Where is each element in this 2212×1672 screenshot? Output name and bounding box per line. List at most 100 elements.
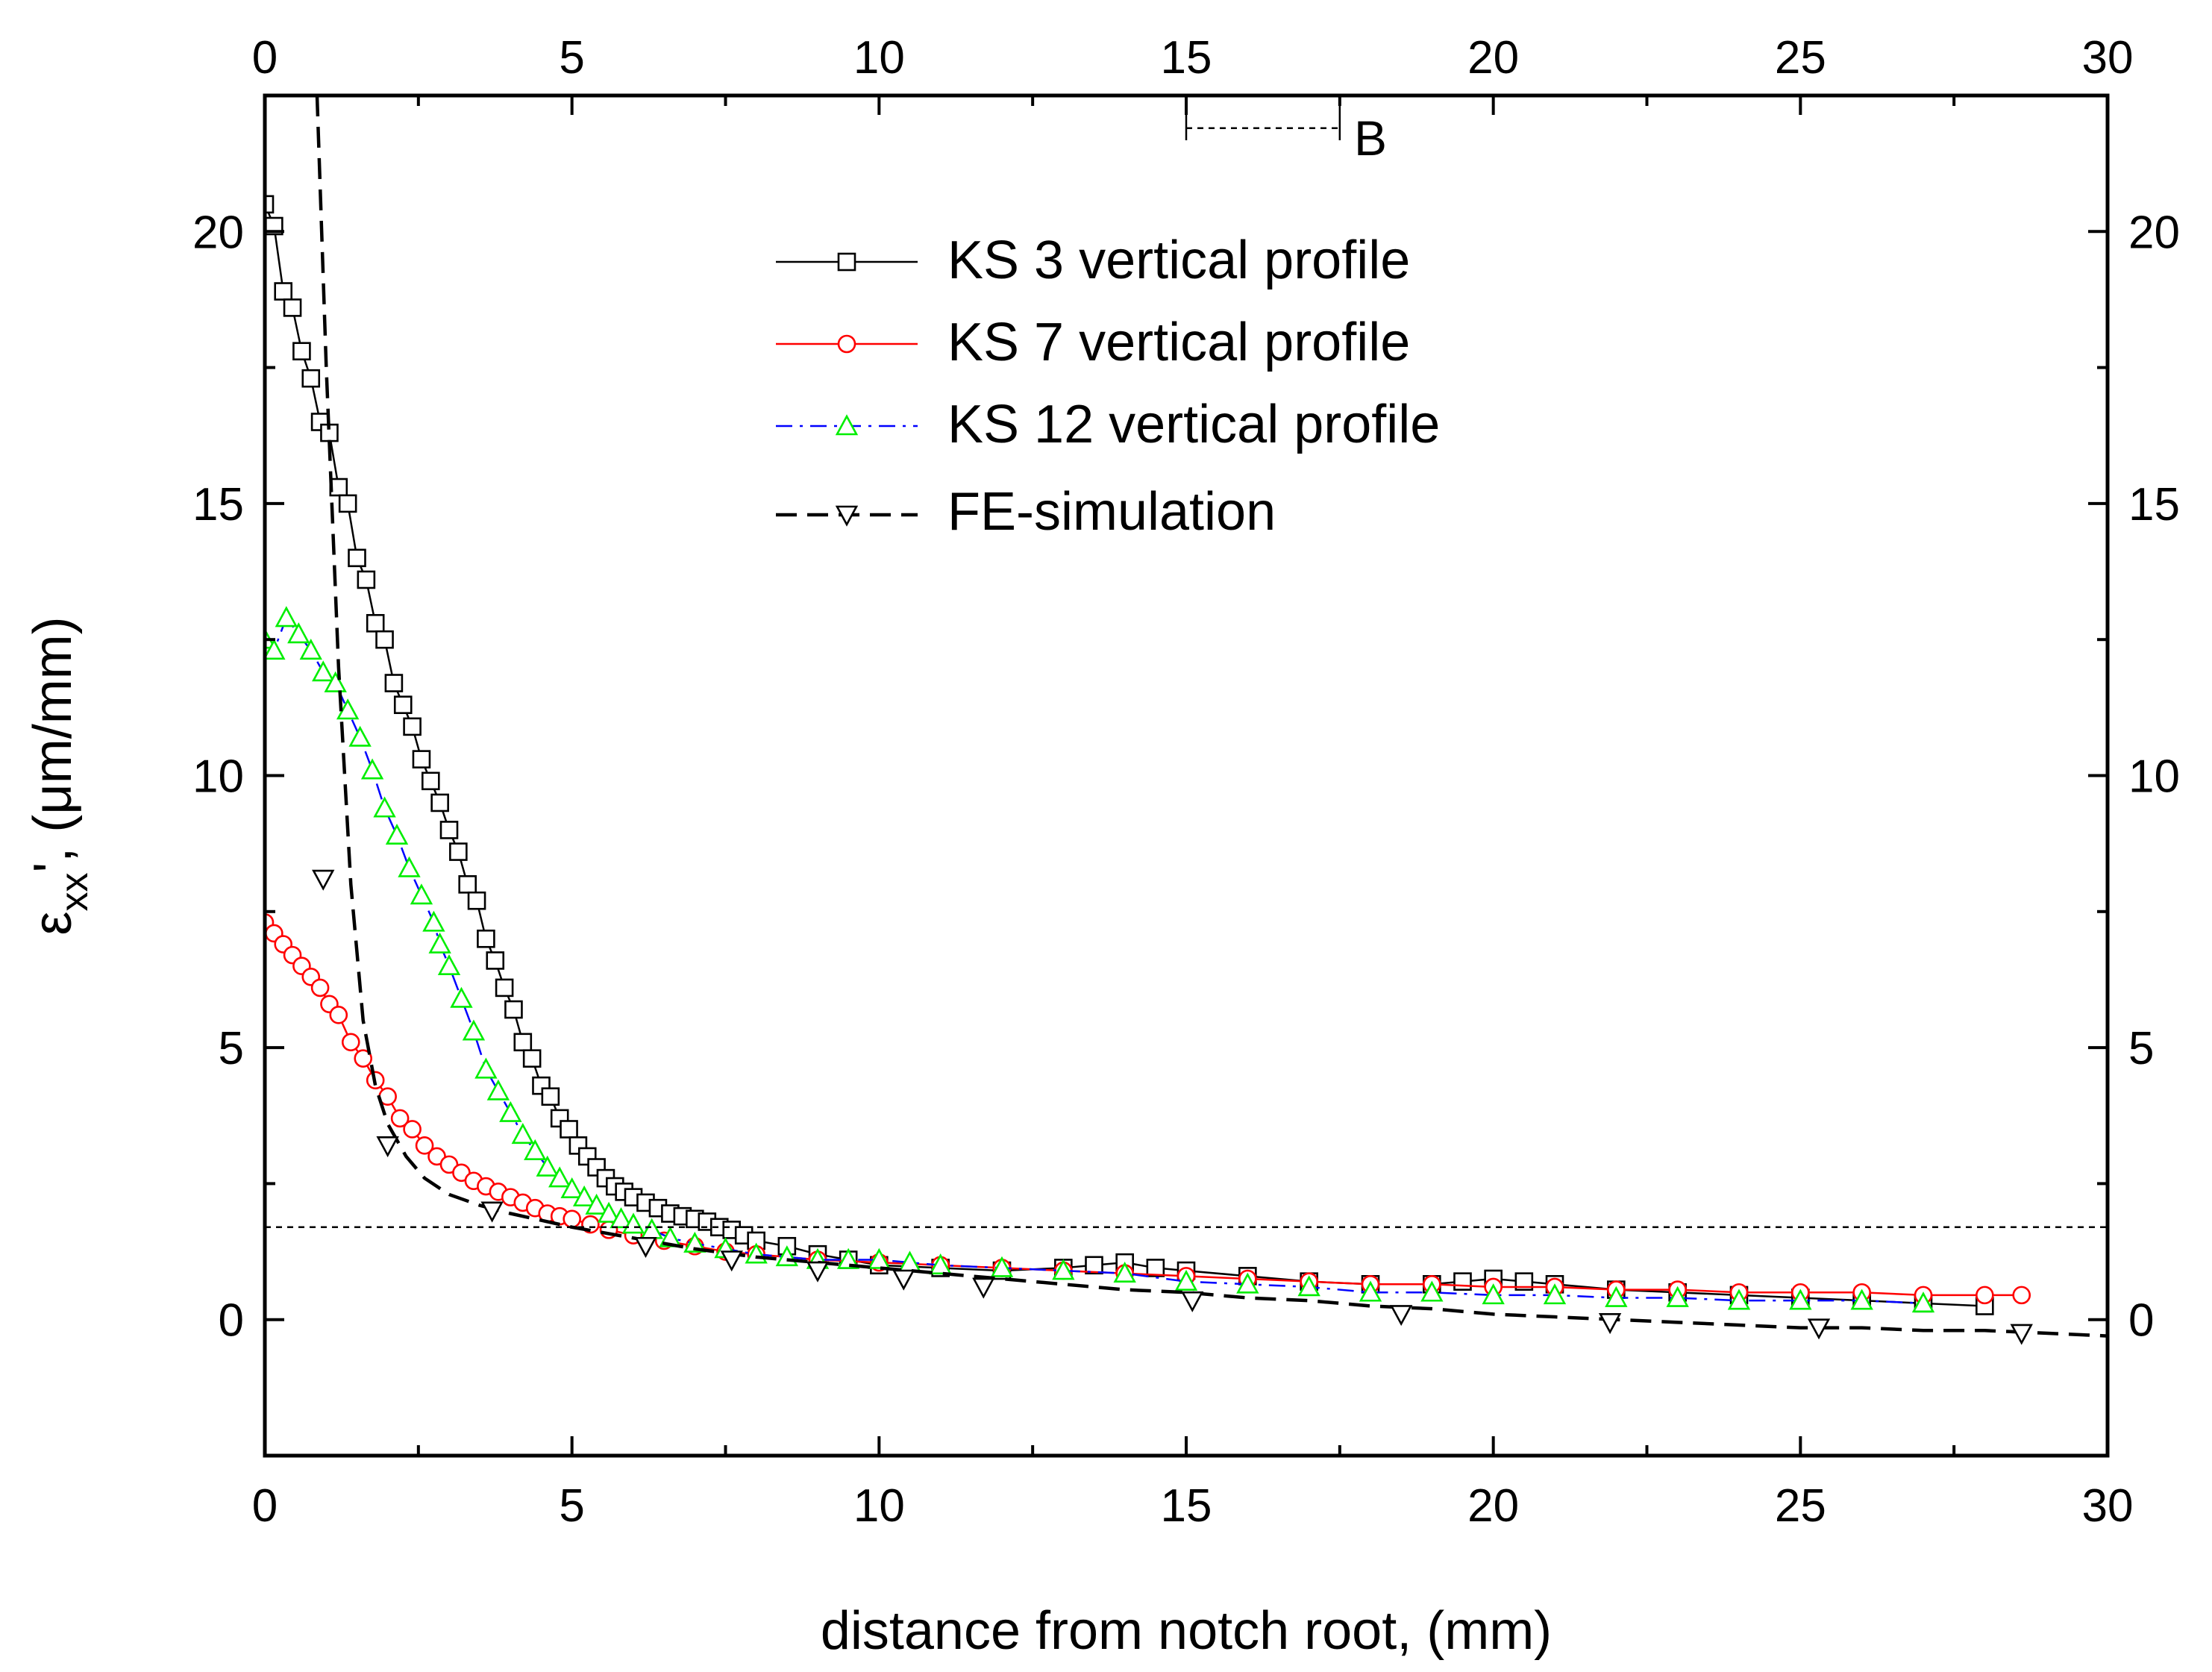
data-point-ks12 — [836, 1247, 860, 1269]
x-tick-label-top: 20 — [1467, 32, 1519, 84]
data-point-ks3 — [393, 695, 413, 715]
data-point-ks7 — [390, 1109, 410, 1128]
data-point-ks12 — [336, 698, 360, 720]
legend-marker-ks7 — [837, 334, 856, 354]
data-point-fe — [806, 1261, 830, 1283]
data-point-ks7 — [310, 978, 330, 998]
x-tick-label-bottom: 5 — [559, 1480, 584, 1532]
data-point-ks3 — [458, 875, 477, 894]
data-point-fe — [1598, 1313, 1622, 1335]
data-point-ks12 — [990, 1256, 1014, 1277]
data-point-ks3 — [292, 342, 311, 361]
y-tick-label-left: 15 — [192, 479, 244, 530]
data-point-ks12 — [560, 1177, 583, 1198]
data-point-ks3 — [403, 717, 422, 736]
data-point-ks12 — [610, 1207, 633, 1229]
data-point-fe — [720, 1250, 743, 1272]
data-point-ks3 — [495, 978, 514, 998]
data-point-ks3 — [1453, 1272, 1472, 1291]
data-point-ks12 — [868, 1247, 891, 1269]
x-tick-label-top: 0 — [252, 32, 278, 84]
data-point-ks12 — [1666, 1286, 1689, 1307]
legend-samples — [776, 252, 918, 527]
y-tick-label-right: 15 — [2128, 479, 2180, 530]
data-point-ks12 — [1359, 1280, 1382, 1302]
data-point-ks12 — [1727, 1289, 1751, 1310]
data-point-ks3 — [1146, 1259, 1165, 1277]
y-tick-label-right: 0 — [2128, 1295, 2154, 1347]
data-point-ks12 — [1420, 1280, 1444, 1302]
data-point-ks3 — [1514, 1272, 1534, 1291]
data-point-fe — [2010, 1324, 2033, 1345]
data-point-ks12 — [450, 986, 473, 1008]
y-tick-label-left: 10 — [192, 751, 244, 803]
y-tick-label-left: 20 — [192, 207, 244, 258]
data-point-ks12 — [536, 1155, 559, 1177]
series-layer — [265, 96, 2108, 1345]
data-point-ks3 — [522, 1049, 542, 1068]
y-axis-title-main: ε — [23, 912, 83, 936]
data-point-ks3 — [274, 282, 293, 301]
data-point-ks12 — [287, 622, 310, 644]
x-tick-label-bottom: 20 — [1467, 1480, 1519, 1532]
series-ks12 — [265, 606, 1935, 1313]
data-point-ks7 — [341, 1033, 360, 1052]
x-tick-label-top: 10 — [853, 32, 905, 84]
data-point-ks7 — [403, 1120, 422, 1139]
series-line-ks7 — [265, 921, 2022, 1297]
annotation-label-b: B — [1354, 110, 1387, 166]
data-point-fe — [480, 1201, 504, 1223]
data-point-fe — [972, 1277, 995, 1299]
data-point-ks12 — [499, 1100, 522, 1122]
y-axis-title-rest: ', (μm/mm) — [23, 616, 83, 872]
data-point-ks12 — [585, 1193, 608, 1215]
data-point-ks12 — [437, 954, 461, 976]
data-point-ks3 — [486, 951, 505, 970]
y-axis-title: εxx', (μm/mm) — [23, 616, 96, 935]
data-point-ks12 — [1789, 1289, 1812, 1310]
y-tick-label-right: 20 — [2128, 207, 2180, 258]
data-point-fe — [634, 1236, 657, 1258]
data-point-ks12 — [511, 1123, 534, 1145]
data-point-ks12 — [548, 1166, 571, 1188]
ticks-layer: 0 0 5 5 10 10 15 15 20 20 25 25 30 30 0 0 5 5 10 10 15 15 20 20 — [192, 32, 2180, 1532]
data-point-ks12 — [597, 1201, 621, 1223]
data-point-ks12 — [1543, 1283, 1567, 1305]
x-tick-label-bottom: 10 — [853, 1480, 905, 1532]
data-point-ks12 — [360, 758, 384, 780]
y-axis-title-sub: xx — [53, 873, 96, 912]
data-point-ks12 — [299, 639, 322, 660]
data-point-ks12 — [683, 1231, 706, 1253]
legend: KS 3 vertical profile KS 7 vertical prof… — [776, 231, 1440, 542]
data-point-ks3 — [430, 793, 449, 812]
legend-marker-ks12 — [835, 414, 859, 436]
data-point-ks12 — [524, 1139, 547, 1160]
data-point-ks3 — [301, 369, 321, 388]
data-point-ks12 — [410, 883, 433, 905]
data-point-ks3 — [449, 842, 468, 861]
data-point-fe — [312, 869, 335, 891]
data-point-fe — [892, 1269, 915, 1291]
data-point-ks12 — [373, 796, 396, 818]
series-ks7 — [265, 913, 2031, 1305]
data-point-ks3 — [412, 750, 431, 768]
data-point-ks3 — [421, 771, 440, 791]
data-point-ks7 — [354, 1049, 373, 1068]
x-tick-label-bottom: 0 — [252, 1480, 278, 1532]
data-point-ks3 — [384, 674, 404, 692]
x-tick-label-top: 25 — [1775, 32, 1826, 84]
data-point-ks12 — [422, 910, 445, 932]
data-point-ks3 — [1085, 1256, 1103, 1275]
data-point-ks12 — [324, 671, 347, 692]
x-tick-label-top: 30 — [2082, 32, 2134, 84]
data-point-ks12 — [312, 660, 335, 682]
data-point-fe — [1389, 1305, 1413, 1327]
data-point-ks7 — [415, 1136, 434, 1155]
data-point-ks3 — [283, 298, 302, 317]
series-line-ks12 — [265, 616, 1924, 1305]
data-point-ks12 — [462, 1019, 486, 1041]
series-fe — [312, 96, 2108, 1345]
y-tick-label-right: 5 — [2128, 1023, 2154, 1074]
